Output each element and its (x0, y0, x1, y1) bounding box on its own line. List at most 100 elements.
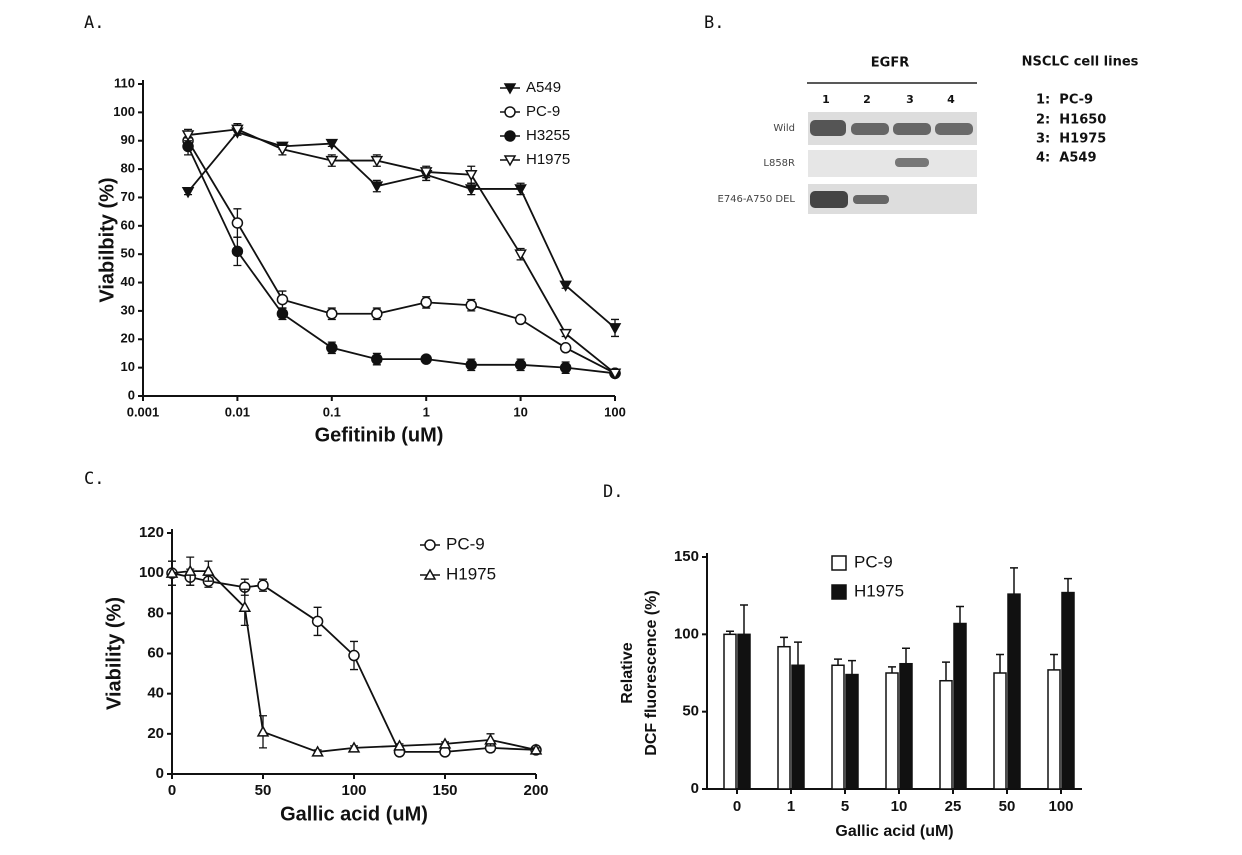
marker (231, 245, 244, 258)
marker (231, 217, 244, 229)
marker (311, 615, 324, 628)
blot-legend-item: 3: H1975 (1036, 132, 1106, 147)
x-tick-label: 100 (341, 782, 366, 799)
marker (183, 564, 197, 576)
y-tick-label: 60 (147, 644, 164, 661)
y-tick-label: 150 (674, 548, 699, 565)
marker (514, 313, 527, 326)
x-axis-label: Gefitinib (uM) (315, 424, 444, 446)
marker (256, 725, 270, 737)
band (893, 123, 931, 135)
marker (276, 293, 289, 306)
y-tick-label: 30 (121, 302, 135, 317)
error-bar (780, 636, 788, 647)
y-tick-label: 100 (674, 625, 699, 642)
marker (348, 649, 360, 662)
row-label: Wild (773, 123, 795, 134)
marker (181, 187, 195, 199)
y-tick-label: 40 (147, 685, 164, 702)
error-bar (996, 653, 1004, 673)
y-tick-label: 0 (128, 387, 135, 402)
panel-label: D. (603, 482, 623, 502)
marker (559, 361, 572, 374)
y-axis-label: Viabilbity (%) (96, 177, 118, 302)
x-tick-label: 0 (733, 798, 741, 815)
marker (311, 745, 324, 757)
marker (325, 155, 339, 168)
error-bar (902, 647, 910, 664)
marker (608, 368, 622, 380)
marker (371, 307, 383, 320)
y-tick-label: 0 (691, 780, 699, 797)
marker (238, 600, 252, 613)
marker (465, 299, 477, 311)
band (895, 158, 929, 167)
bar (723, 633, 737, 790)
legend-label: H1975 (854, 581, 904, 600)
x-tick-label: 10 (513, 404, 527, 419)
marker (503, 83, 517, 95)
marker (438, 737, 452, 749)
marker (514, 249, 527, 261)
x-tick-label: 0.1 (323, 404, 341, 419)
y-axis-label: Viability (%) (103, 597, 125, 710)
y-axis-label: DCF fluorescence (%) (643, 590, 660, 755)
error-bar (848, 659, 856, 675)
error-bar (888, 666, 896, 673)
bar (831, 664, 845, 790)
blot-header: EGFR (871, 56, 909, 71)
bar (737, 633, 751, 790)
y-tick-label: 50 (121, 246, 135, 261)
bar (885, 672, 899, 790)
marker (347, 741, 361, 753)
y-tick-label: 100 (139, 564, 164, 581)
blot: EGFR 1 2 3 4 Wild L858R E746-A750 DEL NS… (718, 55, 1139, 214)
marker (181, 130, 195, 142)
y-axis-label: Relative (619, 642, 636, 703)
panel-label: C. (84, 469, 104, 489)
y-tick-label: 40 (121, 274, 135, 289)
x-tick-label: 100 (1048, 798, 1073, 815)
band (851, 123, 889, 135)
y-tick-label: 20 (121, 331, 135, 346)
marker (370, 181, 384, 193)
x-tick-label: 1 (787, 798, 795, 815)
bar (791, 664, 805, 790)
marker (424, 539, 436, 551)
y-tick-label: 120 (139, 524, 164, 541)
marker (165, 566, 179, 578)
x-tick-label: 1 (423, 404, 430, 419)
marker (464, 184, 478, 196)
series-line (187, 128, 616, 375)
marker (504, 106, 516, 118)
marker (420, 353, 432, 365)
error-bar (956, 605, 964, 624)
error-bar (834, 658, 842, 666)
legend-swatch (831, 584, 847, 600)
marker (503, 155, 517, 167)
error-bar (794, 641, 802, 666)
x-tick-label: 0.001 (127, 404, 160, 419)
marker (529, 743, 543, 755)
bar (1061, 591, 1075, 790)
marker (559, 280, 572, 292)
lane-label: 2 (863, 93, 871, 106)
bar (993, 672, 1007, 790)
bar (1047, 669, 1061, 790)
lane-label: 1 (822, 93, 830, 106)
error-bar (740, 604, 748, 635)
lane-label: 3 (906, 93, 914, 106)
row-label: E746-A750 DEL (718, 194, 796, 205)
marker (202, 564, 215, 576)
blot-legend-item: 1: PC-9 (1036, 93, 1093, 108)
blot-legend-item: 2: H1650 (1036, 113, 1106, 128)
marker (393, 739, 406, 751)
marker (514, 359, 527, 371)
y-tick-label: 110 (114, 75, 135, 90)
legend-label: PC-9 (446, 534, 485, 553)
marker (423, 568, 437, 580)
panel-label: A. (84, 13, 104, 33)
bar (899, 662, 913, 790)
